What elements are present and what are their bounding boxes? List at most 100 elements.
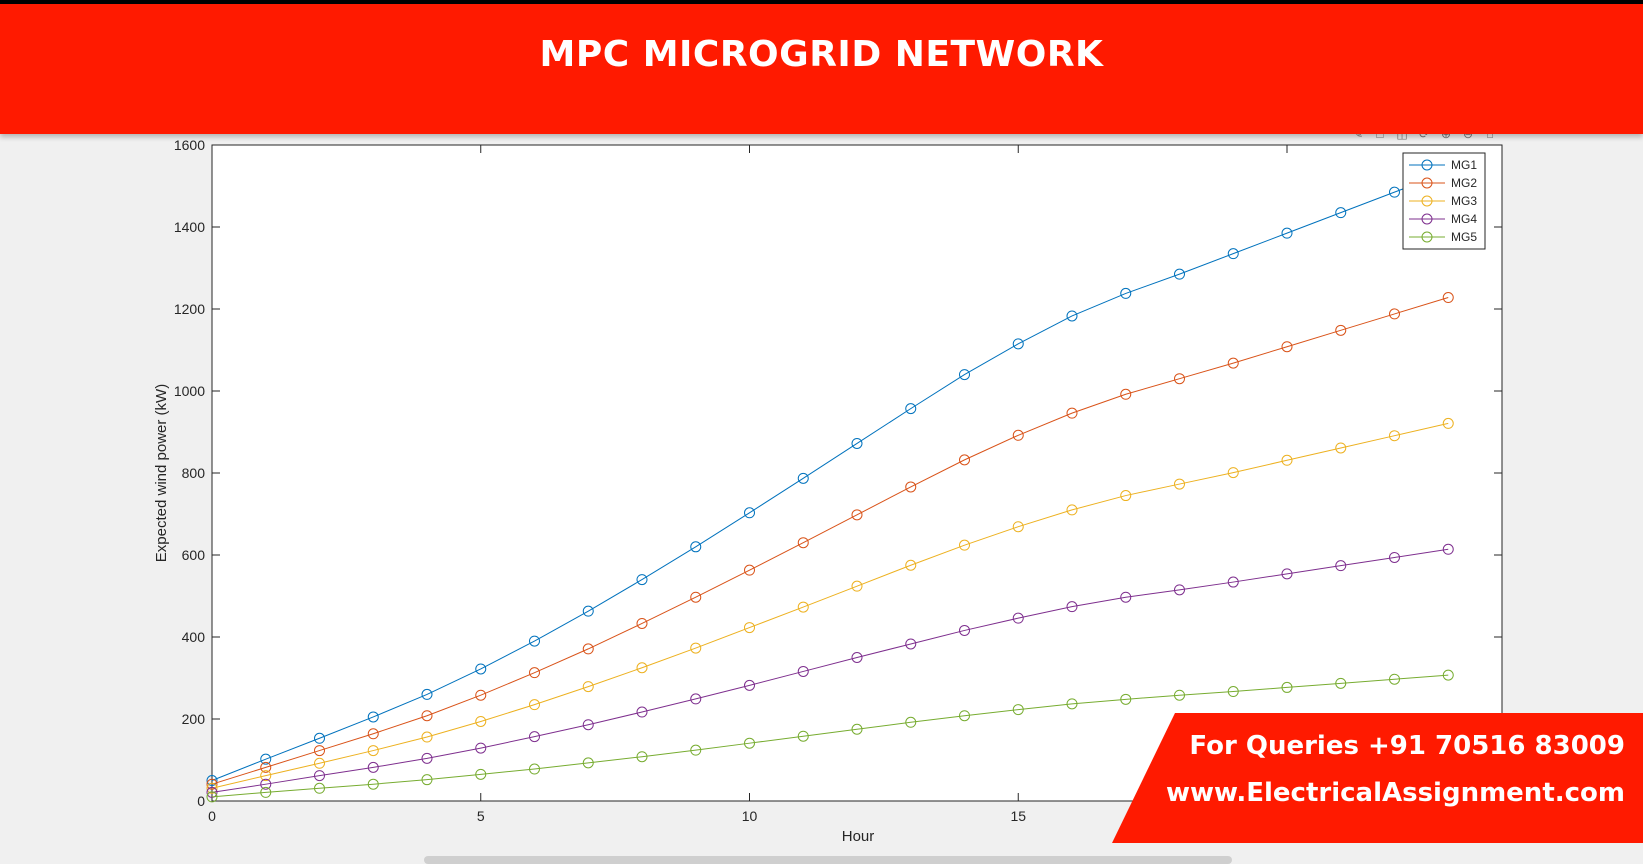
data-point-mg3: [690, 642, 702, 654]
series-line-mg2: [211, 297, 1449, 785]
data-point-mg3: [529, 699, 540, 711]
banner-title: MPC MICROGRID NETWORK: [539, 34, 1104, 75]
data-point-mg1: [905, 403, 917, 415]
data-point-mg4: [1227, 576, 1239, 588]
data-point-mg5: [744, 737, 755, 749]
data-point-mg4: [1442, 543, 1454, 555]
data-point-mg1: [206, 775, 218, 786]
datatip-icon[interactable]: ◫: [1396, 127, 1408, 141]
data-point-mg5: [636, 751, 648, 763]
data-point-mg5: [797, 730, 809, 742]
data-point-mg3: [367, 745, 379, 757]
data-point-mg3: [1335, 442, 1347, 454]
data-point-mg1: [636, 574, 648, 586]
data-point-mg3: [851, 580, 863, 592]
data-point-mg3: [260, 770, 272, 782]
data-point-mg1: [529, 635, 540, 647]
data-point-mg2: [1174, 373, 1185, 385]
promo-overlay: For Queries +91 70516 83009 www.Electric…: [1112, 713, 1643, 843]
legend-label: MG2: [1451, 176, 1477, 190]
data-point-mg1: [744, 507, 755, 519]
data-point-mg1: [1389, 186, 1400, 198]
data-point-mg3: [1066, 504, 1078, 516]
data-point-mg1: [314, 732, 325, 744]
data-point-mg3: [797, 601, 809, 613]
y-tick-label: 600: [182, 547, 206, 563]
data-point-mg4: [421, 752, 433, 764]
chart-legend: MG1 MG2 MG3 MG4 MG5: [1402, 152, 1486, 250]
data-point-mg1: [1012, 338, 1024, 350]
data-point-mg5: [1335, 677, 1347, 689]
y-tick-label: 1600: [174, 137, 205, 153]
data-point-mg5: [582, 757, 594, 769]
data-point-mg4: [1012, 612, 1024, 624]
y-tick-label: 1000: [174, 383, 205, 399]
promo-website-link[interactable]: www.ElectricalAssignment.com: [1165, 778, 1625, 808]
y-tick-label: 800: [182, 465, 206, 481]
data-point-mg3: [475, 715, 487, 727]
data-point-mg4: [1174, 584, 1185, 596]
x-tick-label: 5: [477, 808, 485, 824]
data-point-mg5: [1227, 686, 1239, 698]
data-point-mg3: [1174, 478, 1185, 490]
data-point-mg1: [260, 753, 272, 765]
data-point-mg5: [690, 744, 702, 756]
data-point-mg1: [1227, 248, 1239, 260]
data-point-mg4: [797, 665, 809, 677]
data-point-mg5: [1120, 693, 1132, 705]
data-point-mg1: [690, 541, 702, 553]
chart-series: [206, 166, 1454, 803]
y-tick-label: 0: [197, 793, 205, 809]
legend-label: MG1: [1451, 158, 1477, 172]
home-icon[interactable]: ⌂: [1486, 127, 1494, 141]
brush-icon[interactable]: ✎: [1352, 127, 1364, 141]
data-point-mg2: [851, 509, 863, 521]
data-point-mg5: [260, 786, 272, 798]
data-point-mg2: [690, 591, 702, 603]
data-point-mg1: [421, 688, 433, 700]
data-point-mg3: [1281, 454, 1293, 466]
data-point-mg5: [959, 710, 970, 722]
data-point-mg5: [1389, 673, 1400, 685]
data-point-mg1: [851, 437, 863, 449]
data-point-mg3: [1442, 417, 1454, 429]
data-point-mg5: [529, 763, 540, 775]
data-point-mg3: [1120, 490, 1132, 502]
data-point-mg2: [367, 728, 379, 740]
data-point-mg1: [582, 605, 594, 617]
data-point-mg5: [1281, 681, 1293, 693]
data-point-mg3: [905, 559, 917, 571]
data-point-mg5: [475, 768, 487, 780]
data-point-mg2: [797, 537, 809, 549]
data-point-mg2: [1442, 292, 1454, 304]
data-point-mg4: [744, 679, 755, 691]
data-point-mg4: [475, 742, 487, 754]
data-point-mg4: [690, 693, 702, 705]
data-point-mg3: [1227, 467, 1239, 479]
y-axis-label: Expected wind power (kW): [153, 384, 170, 562]
data-point-mg5: [206, 791, 218, 803]
data-point-mg1: [367, 711, 379, 723]
data-point-mg1: [1281, 227, 1293, 239]
rotate-icon[interactable]: ⟳: [1418, 127, 1430, 141]
data-point-mg2: [421, 710, 433, 722]
data-point-mg4: [582, 719, 594, 731]
data-point-mg5: [905, 716, 917, 728]
data-point-mg3: [421, 731, 433, 743]
axis-ticks: 0 200 400 600 800 1000 1200 1400 1600 0 5 10 15: [174, 137, 1502, 824]
data-point-mg2: [959, 454, 970, 466]
horizontal-scrollbar[interactable]: [424, 856, 1232, 864]
zoom-in-icon[interactable]: ⊕: [1440, 127, 1452, 141]
data-point-mg2: [1120, 388, 1132, 400]
data-point-mg3: [314, 757, 325, 769]
data-point-mg3: [744, 622, 755, 634]
save-icon[interactable]: □: [1376, 127, 1384, 141]
zoom-out-icon[interactable]: ⊖: [1462, 127, 1474, 141]
data-point-mg5: [851, 723, 863, 735]
data-point-mg5: [1012, 704, 1024, 716]
data-point-mg4: [905, 638, 917, 650]
legend-marker: [1421, 159, 1433, 171]
data-point-mg3: [636, 662, 648, 674]
legend-label: MG5: [1451, 230, 1477, 244]
